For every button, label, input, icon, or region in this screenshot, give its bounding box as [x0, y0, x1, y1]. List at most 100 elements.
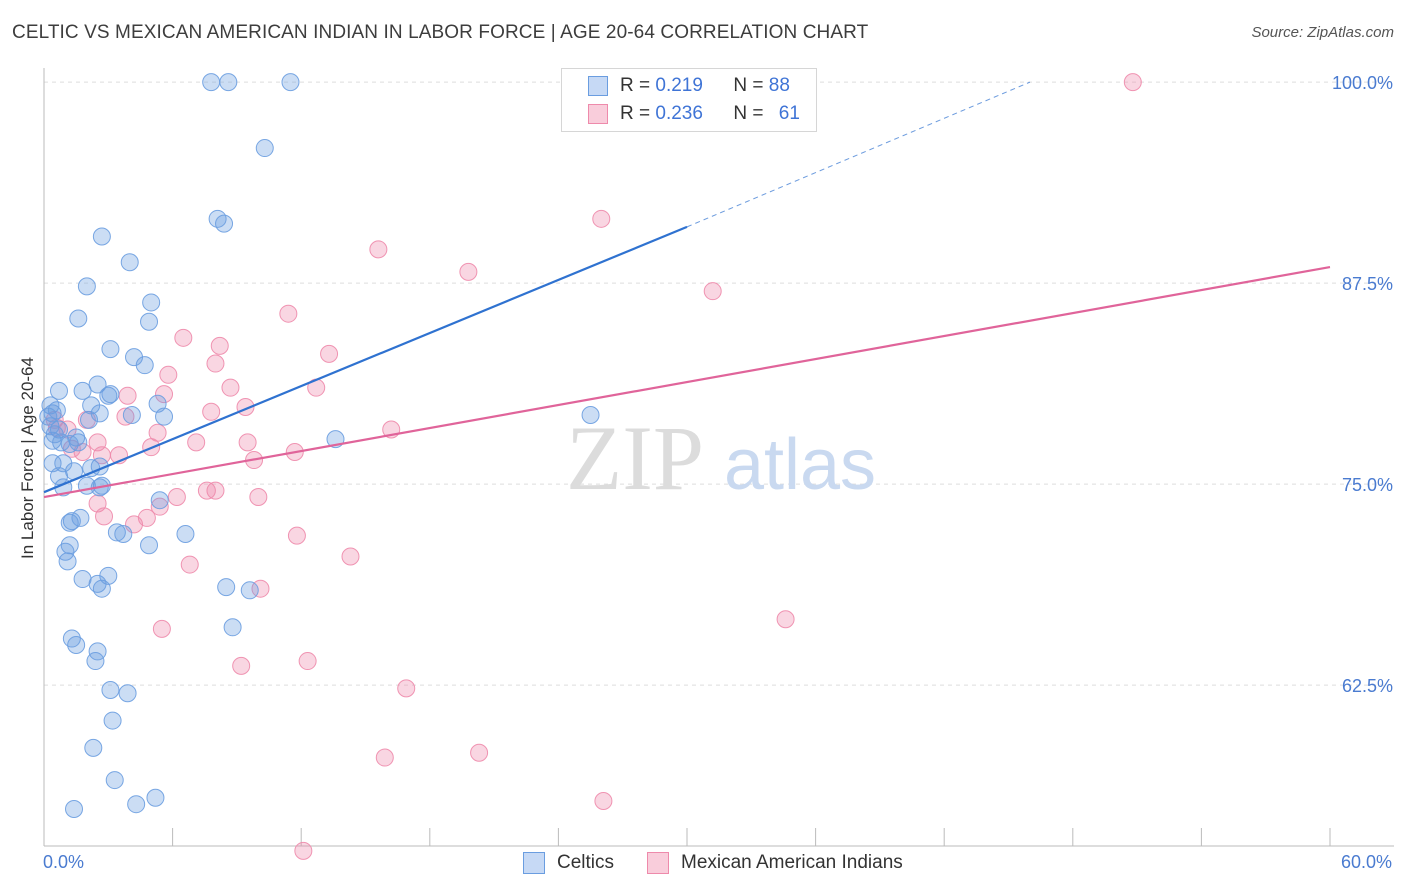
celtics-point	[50, 467, 69, 486]
celtics-point	[88, 375, 107, 394]
celtics-point	[135, 356, 154, 375]
r-label: R =	[620, 103, 651, 124]
mexican-point	[294, 841, 313, 860]
celtics-point	[146, 788, 165, 807]
mexican-point	[150, 497, 169, 516]
stats-legend: R = 0.219 N = 88 R = 0.236 N = 61	[561, 68, 817, 132]
y-tick-label: 75.0%	[1342, 475, 1393, 495]
celtics-point	[176, 525, 195, 544]
celtics-point	[80, 410, 99, 429]
mexican-point	[238, 433, 257, 452]
mexican-point	[155, 385, 174, 404]
celtics-point	[107, 523, 126, 542]
mexican-point	[1123, 73, 1142, 92]
mexican-point	[249, 488, 268, 507]
mexican-point	[470, 743, 489, 762]
celtics-point	[120, 253, 139, 272]
celtics-point	[90, 404, 109, 423]
chart-title: CELTIC VS MEXICAN AMERICAN INDIAN IN LAB…	[12, 22, 869, 43]
watermark: ZIP atlas	[566, 407, 876, 509]
n-value: 88	[768, 75, 790, 96]
celtics-point	[114, 525, 133, 544]
celtics-point	[202, 73, 221, 92]
mexican-point	[221, 378, 240, 397]
watermark-zip: ZIP	[566, 407, 704, 509]
mexican-point	[298, 652, 317, 671]
celtics-point	[77, 476, 96, 495]
celtics-point	[223, 618, 242, 637]
mexican-point	[459, 262, 478, 281]
n-label: N =	[733, 103, 764, 124]
celtics-point	[69, 309, 88, 328]
r-value: 0.219	[655, 75, 703, 96]
mexican-point	[375, 748, 394, 767]
celtics-point	[84, 738, 103, 757]
x-tick-label-max: 60.0%	[1340, 852, 1392, 872]
legend-item-celtics[interactable]: Celtics	[523, 852, 614, 874]
celtics-legend-swatch	[523, 852, 545, 874]
source-label: Source: ZipAtlas.com	[1251, 24, 1394, 41]
mexican-point	[197, 481, 216, 500]
celtics-point	[86, 652, 105, 671]
celtics-point	[50, 381, 69, 400]
celtics-point	[52, 433, 71, 452]
stats-row-mexican: R = 0.236 N = 61	[588, 101, 800, 127]
mexican-point	[703, 282, 722, 301]
celtics-point	[142, 293, 161, 312]
mexican-trend-line	[43, 265, 1331, 499]
celtics-point	[101, 681, 120, 700]
celtics-trend-extension	[686, 81, 1031, 228]
celtics-point	[67, 635, 86, 654]
mexican-point	[232, 656, 251, 675]
celtics-trend-line	[43, 225, 688, 494]
celtics-point	[73, 570, 92, 589]
celtics-point	[127, 795, 146, 814]
y-tick-label: 62.5%	[1342, 676, 1393, 696]
mexican-point	[159, 365, 178, 384]
celtics-point	[122, 406, 141, 425]
celtics-point	[101, 340, 120, 359]
celtics-point	[217, 578, 236, 597]
mexican-point	[116, 407, 135, 426]
mexican-point	[320, 344, 339, 363]
trend-lines	[43, 81, 1331, 499]
celtics-point	[65, 800, 84, 819]
celtics-point	[118, 684, 137, 703]
mexican-point	[369, 240, 388, 259]
celtics-point	[92, 227, 111, 246]
mexican-point	[95, 507, 114, 526]
mexican-point	[776, 610, 795, 629]
mexican-legend-swatch	[647, 852, 669, 874]
legend-label-mexican: Mexican American Indians	[681, 852, 903, 873]
x-tick-label-min: 0.0%	[43, 852, 85, 872]
celtics-swatch	[588, 76, 608, 96]
r-value: 0.236	[655, 103, 703, 124]
y-tick-labels: 62.5% 75.0% 87.5% 100.0%	[1332, 73, 1393, 696]
mexican-point	[118, 386, 137, 405]
celtics-point	[103, 711, 122, 730]
mexican-point	[594, 791, 613, 810]
celtics-point	[105, 771, 124, 790]
celtics-point	[77, 277, 96, 296]
legend-item-mexican[interactable]: Mexican American Indians	[647, 852, 903, 874]
celtics-point	[219, 73, 238, 92]
mexican-point	[397, 679, 416, 698]
celtics-point	[60, 513, 79, 532]
celtics-point	[581, 406, 600, 425]
series-celtics-points	[39, 73, 600, 819]
n-value: 61	[778, 103, 800, 124]
celtics-point	[140, 536, 159, 555]
y-tick-label: 87.5%	[1342, 274, 1393, 294]
celtics-point	[150, 491, 169, 510]
n-label: N =	[733, 75, 764, 96]
mexican-point	[180, 555, 199, 574]
y-tick-label: 100.0%	[1332, 73, 1393, 93]
celtics-point	[73, 381, 92, 400]
watermark-atlas: atlas	[724, 425, 876, 505]
series-legend: Celtics Mexican American Indians	[0, 852, 1406, 878]
mexican-point	[592, 209, 611, 228]
mexican-point	[279, 304, 298, 323]
mexican-swatch	[588, 104, 608, 124]
mexican-point	[187, 433, 206, 452]
